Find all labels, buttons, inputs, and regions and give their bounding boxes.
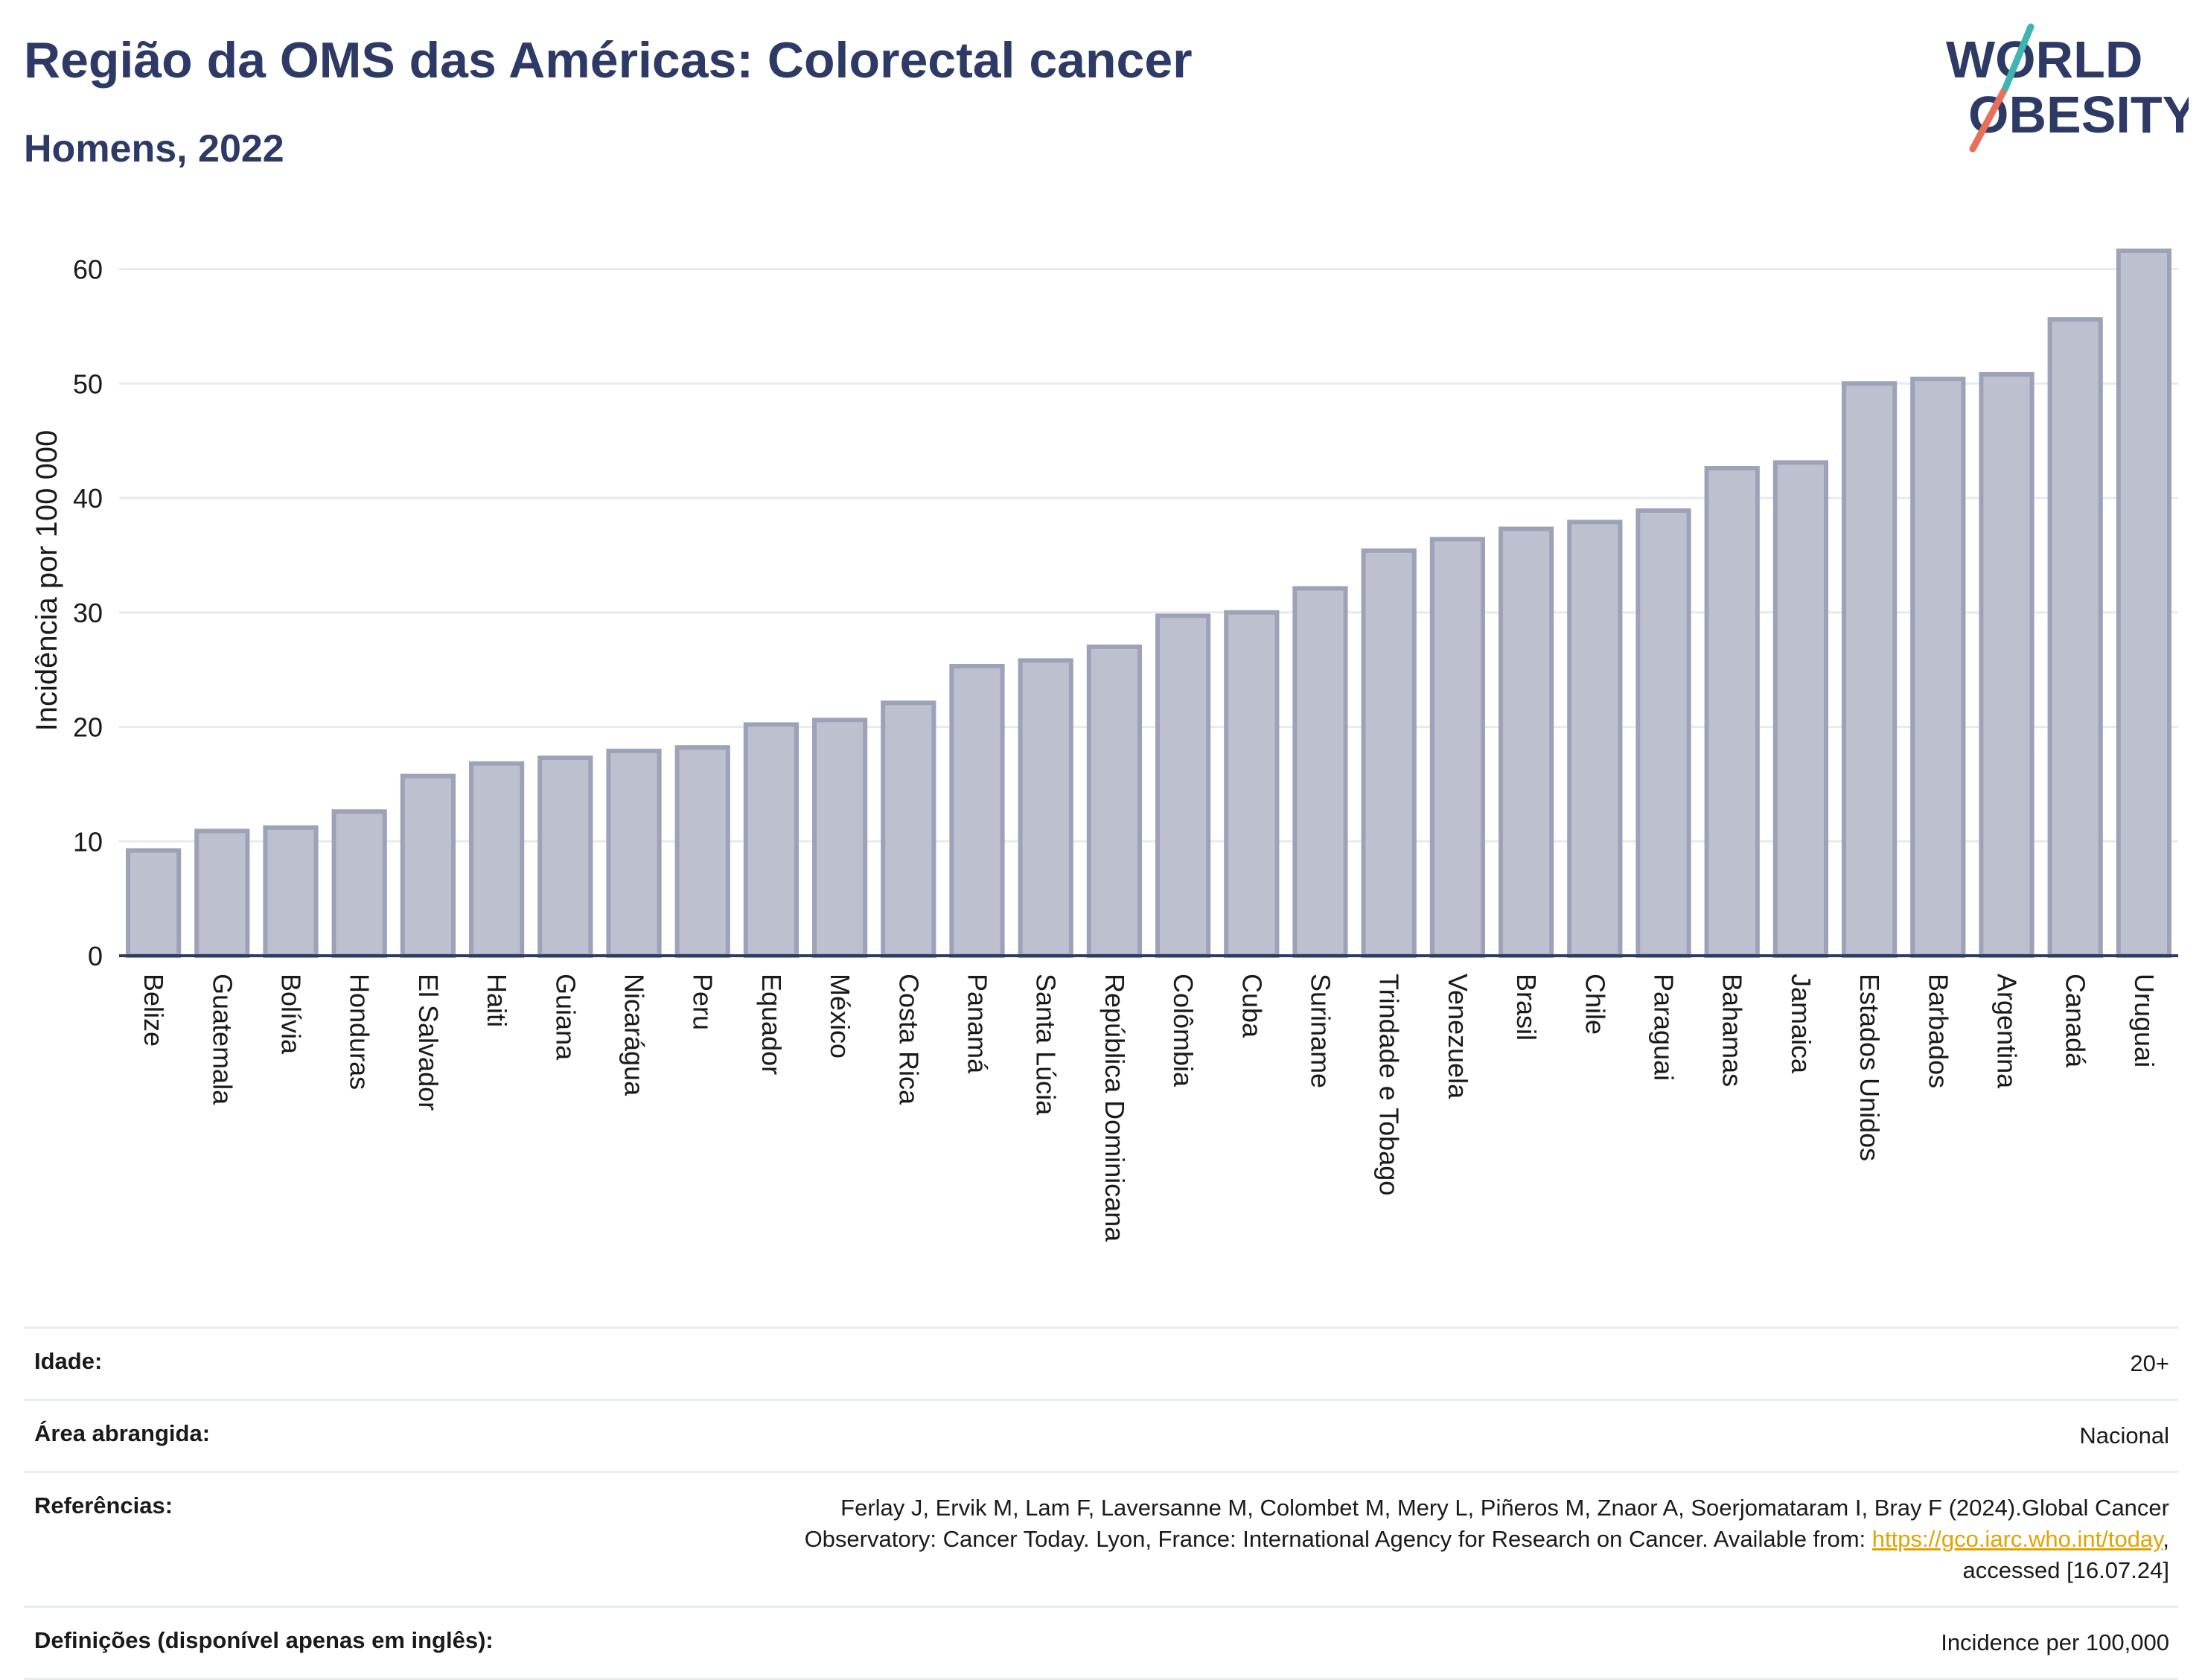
x-tick-label: Colômbia <box>1168 974 1199 1087</box>
references-line-3: accessed [16.07.24] <box>1962 1557 2169 1583</box>
x-tick-label: Equador <box>756 974 787 1075</box>
references-link[interactable]: https://gco.iarc.who.int/today <box>1871 1526 2163 1552</box>
bar[interactable] <box>1979 371 2035 958</box>
y-tick-labels: 0 10 20 30 40 50 60 <box>73 255 103 972</box>
bar[interactable] <box>194 828 250 958</box>
age-value: 20+ <box>2130 1350 2169 1376</box>
bar[interactable] <box>881 700 936 959</box>
bar[interactable] <box>949 664 1005 958</box>
y-tick-label: 20 <box>73 712 103 743</box>
x-tick-label: Paraguai <box>1649 974 1679 1081</box>
bar[interactable] <box>811 718 868 959</box>
bar[interactable] <box>468 761 525 958</box>
bar[interactable] <box>2116 248 2172 958</box>
x-tick-label: Panamá <box>963 974 993 1074</box>
x-tick-label: Nicarágua <box>619 974 650 1096</box>
x-tick-label: Chile <box>1580 974 1610 1035</box>
page-subtitle: Homens, 2022 <box>24 127 284 170</box>
meta-row-area: Área abrangida: Nacional <box>24 1399 2178 1471</box>
area-label: Área abrangida: <box>34 1420 211 1446</box>
x-tick-label: Canadá <box>2061 974 2091 1068</box>
bar[interactable] <box>1361 548 1417 958</box>
bar[interactable] <box>1018 658 1073 958</box>
x-tick-label: Bahamas <box>1717 974 1748 1087</box>
references-value: Ferlay J, Ervik M, Lam F, Laversanne M, … <box>805 1492 2169 1586</box>
grid-lines <box>119 268 2178 843</box>
bar[interactable] <box>2047 317 2103 958</box>
y-tick-label: 60 <box>73 255 103 285</box>
x-tick-label: Peru <box>688 974 718 1030</box>
bar[interactable] <box>1429 537 1486 958</box>
x-tick-label: Uruguai <box>2129 974 2160 1067</box>
x-tick-label: Jamaica <box>1786 974 1816 1074</box>
bar[interactable] <box>1224 610 1280 958</box>
y-tick-label: 50 <box>73 368 103 399</box>
metadata-table: Idade: 20+ Área abrangida: Nacional Refe… <box>24 1326 2178 1680</box>
definitions-label: Definições (disponível apenas em inglês)… <box>34 1627 494 1653</box>
x-tick-label: República Dominicana <box>1100 974 1130 1242</box>
meta-row-definitions: Definições (disponível apenas em inglês)… <box>24 1606 2178 1680</box>
definitions-value: Incidence per 100,000 <box>1941 1629 2169 1655</box>
bar[interactable] <box>1910 377 1966 959</box>
bar[interactable] <box>1292 586 1348 959</box>
x-tick-label: Trindade e Tobago <box>1374 974 1405 1195</box>
x-tick-label: Suriname <box>1306 974 1336 1088</box>
bar[interactable] <box>1155 613 1211 958</box>
bar[interactable] <box>400 773 456 959</box>
references-label: Referências: <box>34 1492 173 1518</box>
x-tick-label: Costa Rica <box>893 974 924 1105</box>
world-obesity-logo: WORLD OBESITY <box>1946 23 2189 153</box>
references-line-1: Ferlay J, Ervik M, Lam F, Laversanne M, … <box>840 1495 2169 1521</box>
x-tick-label: El Salvador <box>413 974 444 1111</box>
x-tick-label: México <box>825 974 855 1058</box>
y-tick-label: 40 <box>73 483 103 514</box>
x-tick-label: Guatemala <box>207 974 237 1105</box>
bar[interactable] <box>674 745 730 958</box>
bar[interactable] <box>331 809 387 959</box>
meta-row-age: Idade: 20+ <box>24 1326 2178 1399</box>
x-tick-label: Cuba <box>1236 974 1267 1038</box>
x-tick-label: Estados Unidos <box>1854 974 1885 1161</box>
x-tick-label: Belize <box>138 974 169 1047</box>
bar[interactable] <box>1498 526 1554 958</box>
bar[interactable] <box>537 756 593 958</box>
x-tick-label: Argentina <box>1992 974 2023 1089</box>
x-tick-label: Barbados <box>1923 974 1953 1088</box>
x-tick-labels: Belize Guatemala Bolívia Honduras El Salvado… <box>138 974 2160 1242</box>
bars <box>125 248 2172 959</box>
bar[interactable] <box>1567 520 1623 958</box>
x-tick-label: Santa Lúcia <box>1031 974 1062 1116</box>
y-tick-label: 0 <box>88 941 103 971</box>
bar[interactable] <box>606 748 662 958</box>
bar[interactable] <box>263 825 319 959</box>
bar[interactable] <box>1704 466 1760 958</box>
bar[interactable] <box>1841 381 1898 958</box>
meta-row-references: Referências: Ferlay J, Ervik M, Lam F, L… <box>24 1471 2178 1606</box>
x-tick-label: Haiti <box>482 974 512 1027</box>
x-tick-label: Honduras <box>345 974 375 1090</box>
bar[interactable] <box>1635 508 1691 958</box>
svg-text:WORLD: WORLD <box>1946 31 2142 89</box>
area-value: Nacional <box>2079 1422 2169 1449</box>
bar[interactable] <box>125 848 182 959</box>
x-tick-label: Brasil <box>1511 974 1542 1041</box>
bar[interactable] <box>743 722 800 958</box>
x-tick-label: Bolívia <box>276 974 307 1055</box>
bar[interactable] <box>1772 460 1829 958</box>
references-line-2-end: , <box>2163 1526 2169 1552</box>
x-tick-label: Venezuela <box>1443 974 1473 1099</box>
bar-chart: 0 10 20 30 40 50 60 Belize Guatemala Bolívia Hond… <box>31 248 2178 1242</box>
page-title: Região da OMS das Américas: Colorectal c… <box>24 32 1193 89</box>
y-axis-label: Incidência por 100 000 <box>31 430 63 732</box>
age-label: Idade: <box>34 1348 103 1374</box>
bar[interactable] <box>1086 644 1143 958</box>
references-line-2: Observatory: Cancer Today. Lyon, France:… <box>804 1526 1872 1552</box>
y-tick-label: 30 <box>73 598 103 628</box>
x-tick-label: Guiana <box>550 974 581 1061</box>
y-tick-label: 10 <box>73 826 103 857</box>
